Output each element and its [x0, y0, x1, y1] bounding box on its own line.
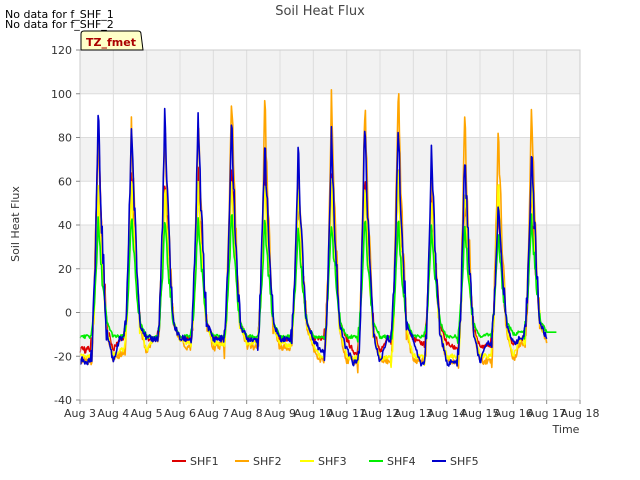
legend-label-shf3: SHF3: [318, 455, 347, 468]
grid-band: [80, 50, 580, 94]
x-tick-label: Aug 3: [64, 407, 96, 420]
y-axis-label: Soil Heat Flux: [9, 186, 22, 262]
y-tick-label: -40: [54, 394, 72, 407]
site-label: TZ_fmet: [86, 36, 136, 49]
y-tick-label: 80: [58, 132, 72, 145]
legend-label-shf2: SHF2: [253, 455, 282, 468]
chart-title: Soil Heat Flux: [275, 4, 365, 19]
y-tick-label: 100: [51, 88, 72, 101]
y-tick-label: -20: [54, 350, 72, 363]
x-tick-label: Aug 15: [461, 407, 500, 420]
x-tick-label: Aug 13: [394, 407, 433, 420]
no-data-note-2: No data for f_SHF_2: [5, 18, 114, 31]
x-tick-label: Aug 18: [561, 407, 600, 420]
x-axis-label: Time: [552, 423, 580, 436]
legend-label-shf1: SHF1: [190, 455, 219, 468]
legend-label-shf4: SHF4: [387, 455, 416, 468]
series-line-shf5: [79, 107, 548, 367]
y-tick-label: 0: [65, 307, 72, 320]
x-tick-label: Aug 16: [494, 407, 533, 420]
legend: SHF1 SHF2 SHF3 SHF4 SHF5: [172, 455, 479, 468]
x-tick-label: Aug 8: [231, 407, 263, 420]
site-label-box: TZ_fmet: [80, 30, 144, 51]
y-tick-label: 40: [58, 219, 72, 232]
x-tick-label: Aug 11: [327, 407, 366, 420]
y-tick-label: 60: [58, 175, 72, 188]
y-axis: -40 -20 0 20 40 60 80 100 120: [51, 44, 80, 407]
y-tick-label: 120: [51, 44, 72, 57]
x-tick-label: Aug 10: [294, 407, 333, 420]
x-tick-label: Aug 14: [427, 407, 466, 420]
y-tick-label: 20: [58, 263, 72, 276]
grid-band: [80, 312, 580, 357]
x-tick-label: Aug 17: [527, 407, 566, 420]
legend-label-shf5: SHF5: [450, 455, 479, 468]
series-lines: [79, 89, 557, 374]
no-data-note-1: No data for f_SHF_1: [5, 8, 114, 21]
x-tick-label: Aug 12: [361, 407, 400, 420]
x-tick-label: Aug 9: [264, 407, 296, 420]
x-tick-label: Aug 5: [131, 407, 163, 420]
x-tick-label: Aug 4: [97, 407, 129, 420]
x-tick-label: Aug 6: [164, 407, 196, 420]
x-tick-label: Aug 7: [197, 407, 229, 420]
